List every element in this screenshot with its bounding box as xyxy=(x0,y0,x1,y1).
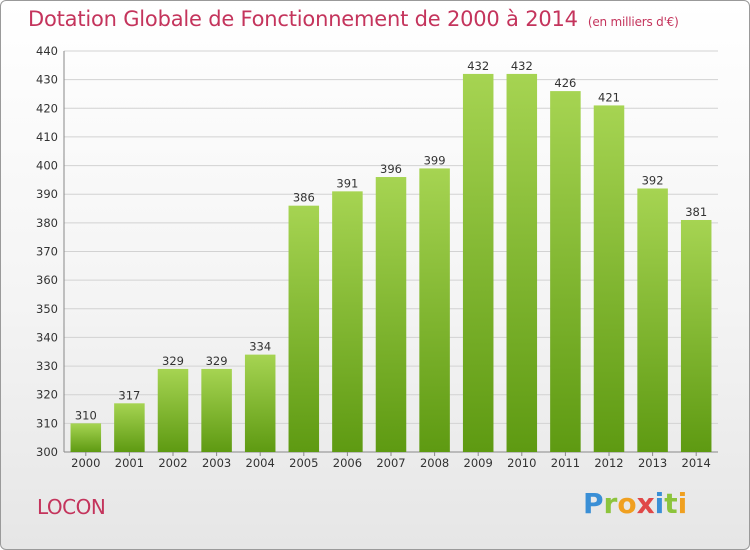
x-tick-label: 2011 xyxy=(551,456,580,470)
bar xyxy=(332,191,363,452)
x-tick-label: 2004 xyxy=(246,456,275,470)
chart-subtitle: (en milliers d'€) xyxy=(587,15,679,29)
x-tick-label: 2012 xyxy=(594,456,623,470)
y-tick-label: 340 xyxy=(36,330,58,344)
y-tick-label: 360 xyxy=(36,273,58,287)
x-tick-label: 2007 xyxy=(376,456,405,470)
x-tick-label: 2006 xyxy=(333,456,362,470)
x-tick-label: 2014 xyxy=(682,456,711,470)
logo-letter: o xyxy=(617,487,637,520)
y-tick-label: 330 xyxy=(36,359,58,373)
x-tick-label: 2001 xyxy=(115,456,144,470)
data-label: 386 xyxy=(293,191,315,205)
bar xyxy=(462,73,494,453)
data-label: 329 xyxy=(206,354,228,368)
bar xyxy=(550,91,581,452)
chart-title-text: Dotation Globale de Fonctionnement de 20… xyxy=(28,7,578,31)
y-tick-label: 420 xyxy=(36,101,58,115)
y-tick-label: 430 xyxy=(36,73,58,87)
logo-letter: r xyxy=(603,487,618,520)
bar xyxy=(506,73,538,453)
bar xyxy=(157,368,189,452)
data-label: 426 xyxy=(554,76,576,90)
bar xyxy=(201,368,232,452)
logo-letter: i xyxy=(654,487,665,520)
bar xyxy=(593,105,625,453)
data-label: 421 xyxy=(598,90,620,104)
y-tick-label: 300 xyxy=(36,445,58,459)
x-tick-label: 2002 xyxy=(158,456,187,470)
data-label: 381 xyxy=(685,205,707,219)
y-tick-label: 390 xyxy=(36,187,58,201)
data-label: 392 xyxy=(642,173,664,187)
y-tick-label: 320 xyxy=(36,388,58,402)
data-label: 329 xyxy=(162,354,184,368)
bar xyxy=(244,354,276,452)
x-tick-label: 2000 xyxy=(71,456,100,470)
x-tick-label: 2009 xyxy=(464,456,493,470)
bar xyxy=(114,403,145,452)
bar xyxy=(680,219,712,452)
chart-title: Dotation Globale de Fonctionnement de 20… xyxy=(28,7,679,31)
data-label: 317 xyxy=(118,388,140,402)
logo-letter: i xyxy=(677,487,688,520)
data-label: 432 xyxy=(467,59,489,73)
x-tick-label: 2010 xyxy=(507,456,536,470)
y-tick-label: 350 xyxy=(36,302,58,316)
proxiti-logo: Proxiti xyxy=(583,487,687,520)
bar xyxy=(419,168,450,452)
y-tick-label: 310 xyxy=(36,416,58,430)
y-tick-label: 410 xyxy=(36,130,58,144)
bar xyxy=(375,177,407,452)
logo-letter: x xyxy=(636,487,655,520)
x-tick-label: 2003 xyxy=(202,456,231,470)
data-label: 399 xyxy=(424,153,446,167)
data-label: 391 xyxy=(336,176,358,190)
x-tick-label: 2013 xyxy=(638,456,667,470)
data-label: 396 xyxy=(380,162,402,176)
logo-letter: P xyxy=(583,487,604,520)
bar xyxy=(288,205,320,452)
commune-name: LOCON xyxy=(37,495,106,519)
y-tick-label: 380 xyxy=(36,216,58,230)
x-tick-label: 2005 xyxy=(289,456,318,470)
y-tick-label: 370 xyxy=(36,245,58,259)
logo-letter: t xyxy=(664,487,678,520)
y-tick-label: 400 xyxy=(36,159,58,173)
y-tick-label: 440 xyxy=(36,44,58,58)
data-label: 334 xyxy=(249,340,271,354)
bar xyxy=(70,423,102,452)
x-tick-label: 2008 xyxy=(420,456,449,470)
data-label: 310 xyxy=(75,408,97,422)
bar xyxy=(637,188,668,452)
data-label: 432 xyxy=(511,59,533,73)
